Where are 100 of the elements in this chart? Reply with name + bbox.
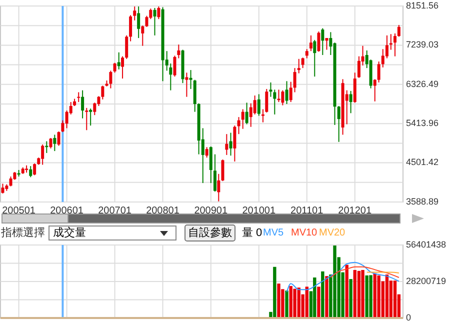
- bar: [349, 279, 352, 318]
- candlestick: [205, 146, 208, 158]
- candlestick: [245, 102, 248, 125]
- candlestick: [241, 108, 244, 130]
- candlestick: [309, 34, 312, 52]
- candlestick: [173, 55, 176, 78]
- y-tick-label: 0: [406, 312, 412, 322]
- candlestick: [65, 110, 68, 129]
- candlestick: [189, 70, 192, 90]
- candlestick: [157, 6, 160, 20]
- candlestick: [101, 85, 104, 100]
- candlestick: [81, 90, 84, 119]
- text: MV20: [319, 228, 346, 239]
- candlestick: [373, 78, 376, 102]
- bar: [273, 266, 276, 318]
- x-tick-label: 200701: [98, 206, 132, 217]
- x-tick-label: 201201: [338, 206, 372, 217]
- candlestick: [293, 68, 296, 93]
- bar: [333, 246, 336, 318]
- candlestick: [257, 94, 260, 116]
- candlestick: [317, 31, 320, 52]
- candlestick: [9, 176, 12, 187]
- candlestick: [133, 6, 136, 21]
- text: MV5: [263, 228, 284, 239]
- candlestick: [49, 137, 52, 149]
- candlestick: [185, 72, 188, 98]
- candlestick: [301, 57, 304, 69]
- y-tick-label: 28200719: [406, 276, 446, 286]
- line-series: [286, 262, 400, 293]
- candlestick: [1, 183, 4, 194]
- candlestick: [117, 52, 120, 70]
- candlestick: [305, 48, 308, 59]
- x-tick-label: 200501: [2, 206, 36, 217]
- x-tick-label: 201001: [242, 206, 276, 217]
- candlestick: [125, 34, 128, 60]
- candlestick: [229, 132, 232, 156]
- dropdown: 成交量: [48, 226, 176, 240]
- candlestick: [325, 38, 328, 50]
- text: 指標選擇: [0, 226, 45, 239]
- candlestick: [213, 154, 216, 192]
- candlestick: [285, 80, 288, 105]
- bar: [321, 271, 324, 318]
- candlestick: [85, 107, 88, 131]
- bar: [357, 270, 361, 318]
- y-tick-label: 5413.96: [406, 118, 439, 128]
- bar: [285, 290, 288, 318]
- candlestick: [153, 7, 156, 36]
- bar: [317, 286, 320, 318]
- candlestick: [273, 89, 276, 115]
- y-tick-label: 8151.56: [406, 0, 439, 10]
- candlestick: [393, 32, 396, 57]
- candlestick: [29, 166, 32, 178]
- candlestick: [281, 90, 284, 106]
- text: 量 0: [242, 226, 262, 239]
- candlestick: [141, 25, 144, 46]
- candlestick: [209, 146, 212, 184]
- bar: [353, 270, 356, 318]
- bar: [369, 275, 372, 318]
- candlestick: [253, 95, 256, 115]
- candlestick: [33, 162, 36, 176]
- candlestick: [121, 56, 124, 80]
- bar: [361, 270, 364, 318]
- y-tick-label: 7239.03: [406, 40, 439, 50]
- y-tick-label: 4501.42: [406, 157, 439, 168]
- bar: [277, 284, 280, 318]
- button: 自設參數: [184, 224, 236, 242]
- candlestick: [53, 134, 56, 152]
- y-tick-label: 3588.89: [406, 196, 439, 206]
- candlestick: [57, 130, 60, 146]
- candlestick: [313, 39, 316, 78]
- candlestick: [237, 116, 240, 135]
- y-tick-label: 56401438: [406, 239, 446, 250]
- candlestick: [269, 82, 272, 98]
- candlestick: [381, 48, 384, 68]
- candlestick: [389, 34, 392, 50]
- x-tick-label: 200901: [194, 206, 228, 217]
- bar: [377, 275, 380, 318]
- candlestick: [225, 134, 228, 156]
- candlestick: [129, 14, 132, 42]
- candlestick: [249, 102, 252, 128]
- candlestick: [357, 56, 360, 78]
- candlestick: [109, 70, 112, 89]
- candlestick: [337, 105, 340, 142]
- y-tick-label: 6326.49: [406, 78, 439, 89]
- candlestick: [137, 6, 140, 39]
- x-tick-label: 200801: [146, 206, 180, 217]
- candlestick: [233, 125, 236, 162]
- candlestick: [221, 159, 224, 182]
- candlestick: [41, 144, 44, 166]
- candlestick: [89, 108, 92, 126]
- candlestick: [397, 24, 400, 38]
- bar: [345, 264, 348, 318]
- bar: [373, 273, 376, 318]
- candlestick: [113, 62, 116, 74]
- bar: [393, 280, 397, 318]
- bar: [293, 288, 296, 318]
- bar: [365, 275, 368, 318]
- line-series: [330, 266, 400, 278]
- candlestick: [377, 61, 380, 83]
- candlestick: [217, 173, 220, 202]
